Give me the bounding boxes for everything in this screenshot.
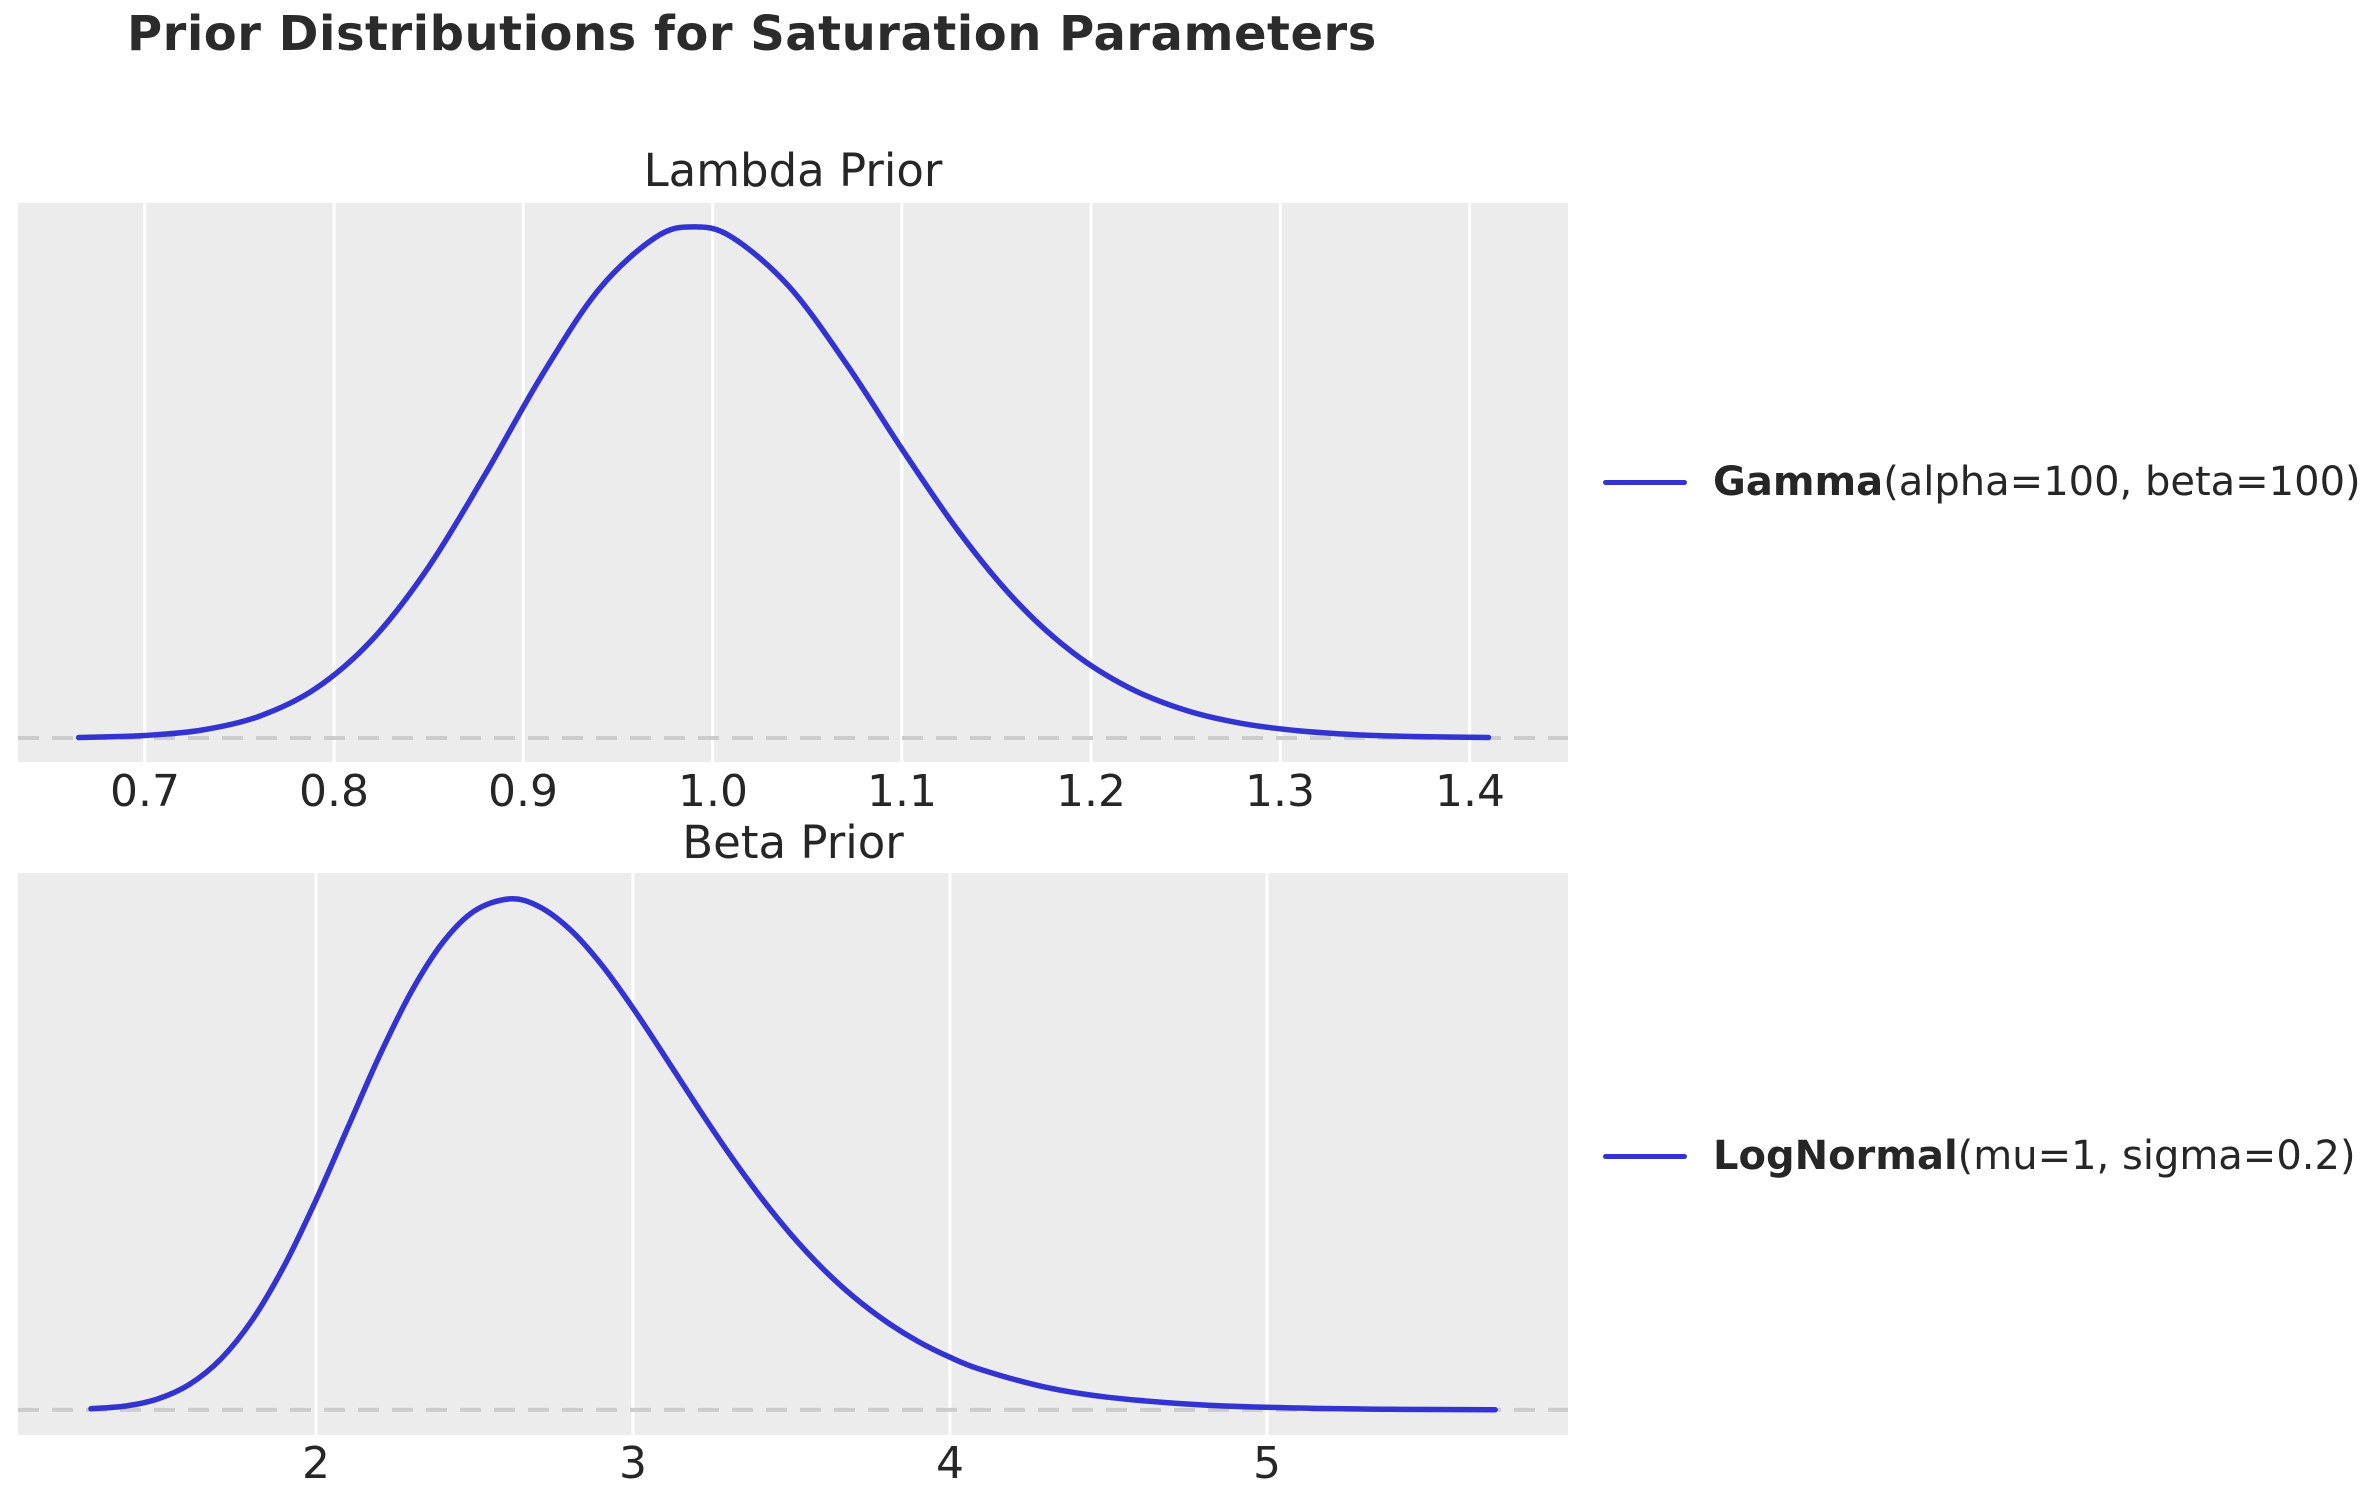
lambda-plot-canvas	[18, 203, 1568, 762]
x-tick-label: 0.9	[488, 766, 558, 817]
legend-label-lognormal: LogNormal(mu=1, sigma=0.2)	[1713, 1133, 2356, 1179]
legend-line-icon	[1603, 1153, 1687, 1159]
legend-dist-params: (mu=1, sigma=0.2)	[1957, 1133, 2356, 1179]
x-tick-label: 1.4	[1435, 766, 1505, 817]
legend-dist-params: (alpha=100, beta=100)	[1883, 459, 2361, 505]
legend-label-gamma: Gamma(alpha=100, beta=100)	[1713, 459, 2361, 505]
legend-lognormal: LogNormal(mu=1, sigma=0.2)	[1603, 1133, 2356, 1179]
x-tick-label: 1.1	[867, 766, 937, 817]
legend-dist-name: LogNormal	[1713, 1133, 1958, 1179]
x-tick-label: 1.0	[678, 766, 748, 817]
figure-title: Prior Distributions for Saturation Param…	[127, 6, 1377, 62]
x-tick-label: 1.2	[1056, 766, 1126, 817]
x-tick-label: 4	[936, 1438, 964, 1489]
subplot-title-lambda: Lambda Prior	[643, 144, 943, 197]
x-tick-label: 3	[619, 1438, 647, 1489]
x-tick-label: 2	[302, 1438, 330, 1489]
lambda-x-axis: 0.7 0.8 0.9 1.0 1.1 1.2 1.3 1.4	[18, 766, 1568, 826]
x-tick-label: 1.3	[1245, 766, 1315, 817]
gamma-curve	[75, 224, 1492, 741]
legend-gamma: Gamma(alpha=100, beta=100)	[1603, 459, 2361, 505]
legend-line-icon	[1603, 479, 1687, 485]
lognormal-curve	[88, 896, 1498, 1413]
beta-plot-canvas	[18, 873, 1568, 1435]
subplot-title-beta: Beta Prior	[682, 816, 904, 869]
x-tick-label: 0.8	[299, 766, 369, 817]
x-tick-label: 5	[1253, 1438, 1281, 1489]
legend-dist-name: Gamma	[1713, 459, 1884, 505]
x-tick-label: 0.7	[110, 766, 180, 817]
plot-area	[18, 203, 1568, 762]
beta-x-axis: 2 3 4 5	[18, 1438, 1568, 1498]
plot-area	[18, 873, 1568, 1435]
